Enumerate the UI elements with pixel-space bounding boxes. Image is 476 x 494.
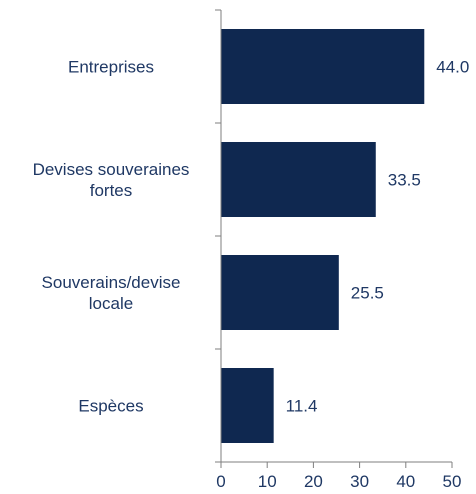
labels: 44.0 Entreprises 33.5 Devises souveraines fo… xyxy=(33,58,470,492)
value-label-1: 44.0 xyxy=(436,58,469,77)
x-tick-label-50: 50 xyxy=(443,472,462,491)
category-label-3-line-1: Souverains/devise xyxy=(42,273,181,292)
x-tick-label-10: 10 xyxy=(258,472,277,491)
category-label-2-line-2: fortes xyxy=(90,181,133,200)
bar-3 xyxy=(221,255,339,330)
bar-4 xyxy=(221,368,274,443)
x-tick-label-30: 30 xyxy=(350,472,369,491)
value-label-3: 25.5 xyxy=(351,284,384,303)
axes xyxy=(215,9,453,468)
category-label-2-line-1: Devises souveraines xyxy=(33,160,190,179)
value-label-2: 33.5 xyxy=(388,171,421,190)
category-label-3-line-2: locale xyxy=(89,294,133,313)
bars xyxy=(221,29,425,443)
x-tick-label-0: 0 xyxy=(216,472,225,491)
category-label-4: Espèces xyxy=(78,397,143,416)
bar-1 xyxy=(221,29,425,104)
bar-2 xyxy=(221,142,376,217)
value-label-4: 11.4 xyxy=(286,397,318,416)
category-label-1: Entreprises xyxy=(68,58,154,77)
x-tick-label-40: 40 xyxy=(396,472,415,491)
x-tick-label-20: 20 xyxy=(304,472,323,491)
